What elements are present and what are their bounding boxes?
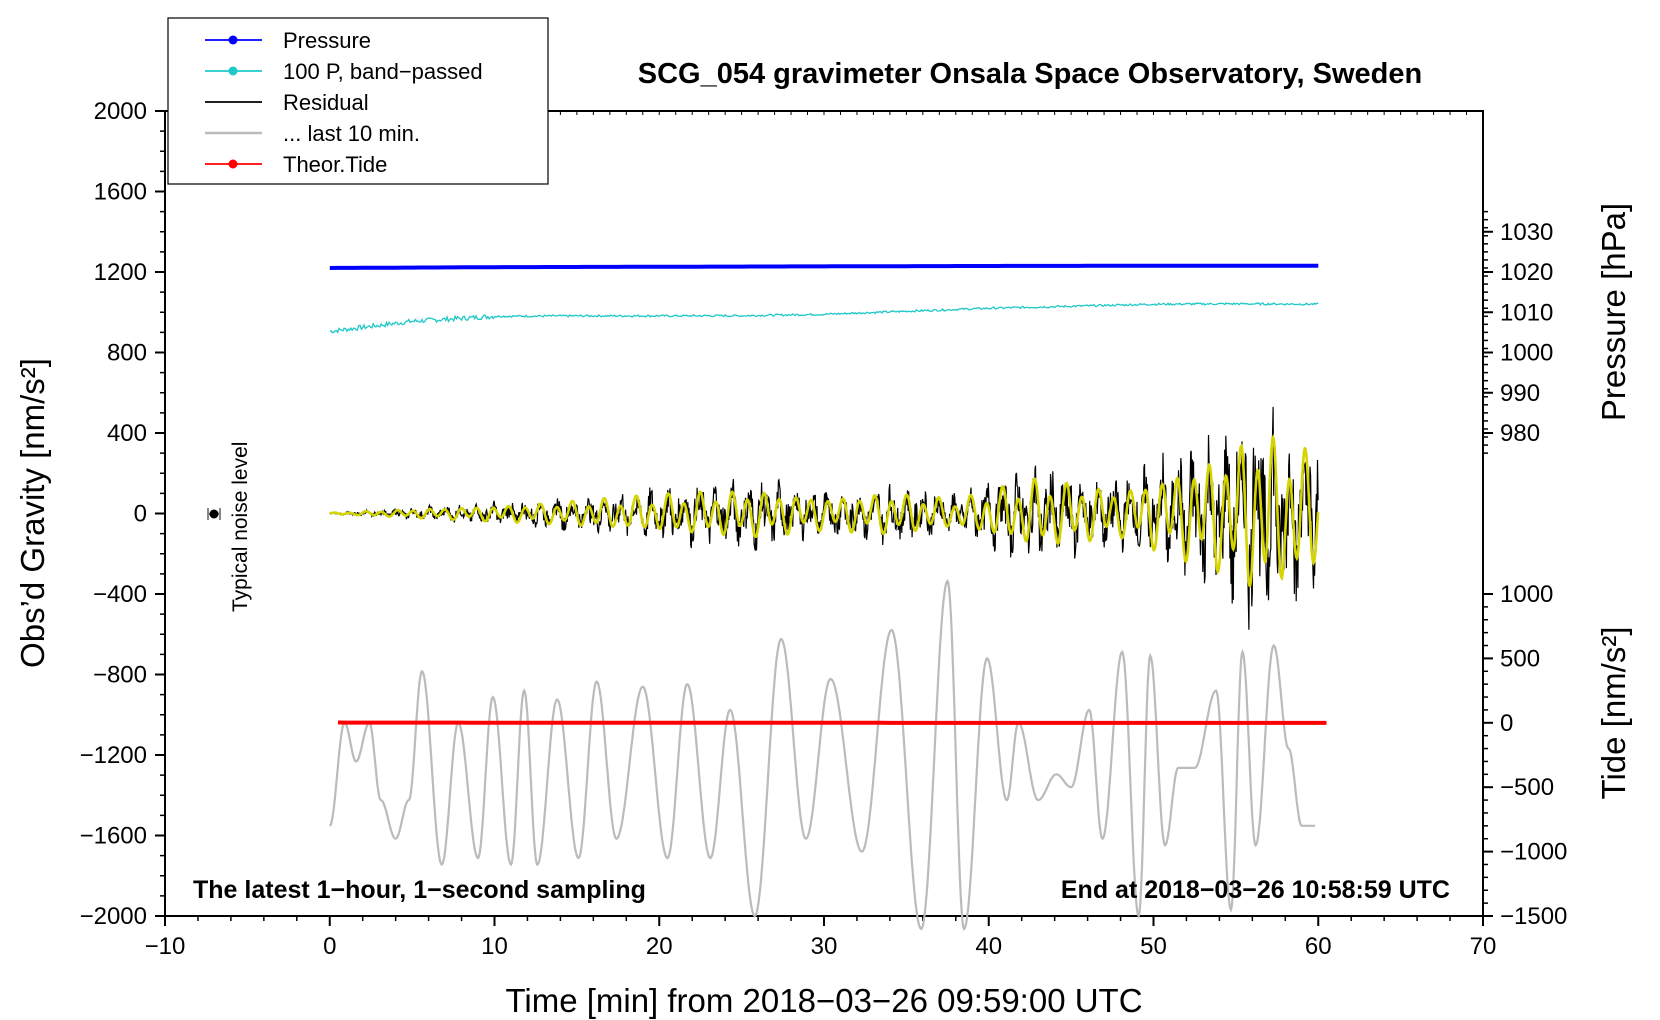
y-tick-label: 1600 bbox=[94, 179, 147, 206]
y-tick-label: −2000 bbox=[80, 903, 147, 930]
legend-label: Theor.Tide bbox=[283, 152, 387, 177]
series-residual-filtered bbox=[329, 433, 1320, 588]
end-time-note: End at 2018−03−26 10:58:59 UTC bbox=[1061, 876, 1450, 904]
pressure-tick-label: 1020 bbox=[1500, 259, 1553, 286]
tide-tick-label: −1000 bbox=[1500, 839, 1567, 866]
y-axis-label-left: Obs’d Gravity [nm/s²] bbox=[14, 358, 51, 668]
x-axis: −10 0 10 20 30 40 50 60 70 bbox=[145, 111, 1497, 960]
y-tick-label: 800 bbox=[107, 340, 147, 367]
pressure-tick-label: 990 bbox=[1500, 380, 1540, 407]
y-tick-label: 0 bbox=[134, 501, 147, 528]
legend: Pressure 100 P, band−passed Residual ... la… bbox=[167, 17, 549, 185]
x-tick-label: 50 bbox=[1140, 933, 1167, 960]
y-tick-label: −800 bbox=[93, 662, 147, 689]
pressure-tick-label: 980 bbox=[1500, 420, 1540, 447]
legend-label: 100 P, band−passed bbox=[283, 59, 483, 84]
pressure-tick-label: 1010 bbox=[1500, 299, 1553, 326]
y-axis-label-tide: Tide [nm/s²] bbox=[1595, 627, 1632, 800]
x-tick-label: 0 bbox=[323, 933, 336, 960]
legend-marker bbox=[228, 35, 238, 45]
y-tick-label: −400 bbox=[93, 581, 147, 608]
sampling-note: The latest 1−hour, 1−second sampling bbox=[193, 876, 646, 904]
noise-level-marker bbox=[207, 508, 221, 520]
x-tick-label: 30 bbox=[811, 933, 838, 960]
x-tick-label: 20 bbox=[646, 933, 673, 960]
y-tick-label: 400 bbox=[107, 420, 147, 447]
legend-marker bbox=[228, 159, 238, 169]
legend-label: Residual bbox=[283, 90, 369, 115]
legend-box bbox=[167, 17, 549, 185]
y-axis-label-pressure: Pressure [hPa] bbox=[1595, 203, 1632, 421]
legend-marker bbox=[228, 66, 238, 76]
tide-tick-label: 500 bbox=[1500, 645, 1540, 672]
tide-tick-label: 1000 bbox=[1500, 581, 1553, 608]
series-layer bbox=[329, 263, 1327, 931]
legend-label: Pressure bbox=[283, 28, 371, 53]
x-tick-label: 40 bbox=[975, 933, 1002, 960]
noise-level-label: Typical noise level bbox=[229, 442, 252, 612]
x-tick-label: 70 bbox=[1470, 933, 1497, 960]
y-axis-pressure: 980 990 1000 1010 1020 1030 bbox=[1483, 210, 1553, 454]
tide-tick-label: −500 bbox=[1500, 774, 1554, 801]
y-tick-label: 2000 bbox=[94, 98, 147, 125]
tide-tick-label: 0 bbox=[1500, 710, 1513, 737]
x-tick-label: 10 bbox=[481, 933, 508, 960]
y-axis-tide: −1500 −1000 −500 0 500 1000 bbox=[1483, 581, 1567, 930]
pressure-tick-label: 1000 bbox=[1500, 340, 1553, 367]
tide-tick-label: −1500 bbox=[1500, 903, 1567, 930]
series-residual bbox=[329, 406, 1319, 630]
y-axis-left: 2000 1600 1200 800 400 0 −400 −800 −1200 −1600 −20… bbox=[80, 98, 165, 930]
pressure-tick-label: 1030 bbox=[1500, 219, 1553, 246]
y-tick-label: −1600 bbox=[80, 823, 147, 850]
series-band-passed bbox=[329, 302, 1319, 334]
y-tick-label: −1200 bbox=[80, 742, 147, 769]
y-tick-label: 1200 bbox=[94, 259, 147, 286]
x-axis-label: Time [min] from 2018−03−26 09:59:00 UTC bbox=[505, 982, 1142, 1019]
series-pressure bbox=[329, 263, 1319, 270]
series-last-10-min bbox=[329, 579, 1315, 931]
x-tick-label: −10 bbox=[145, 933, 186, 960]
chart-title: SCG_054 gravimeter Onsala Space Observat… bbox=[638, 58, 1422, 90]
legend-label: ... last 10 min. bbox=[283, 121, 420, 146]
x-tick-label: 60 bbox=[1305, 933, 1332, 960]
